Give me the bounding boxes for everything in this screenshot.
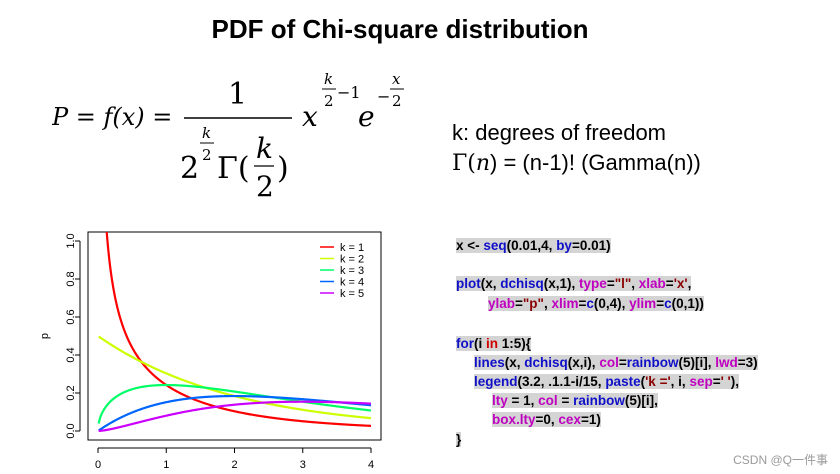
y-tick-label: 0.4 — [65, 347, 77, 362]
formula-e-exp-sign: − — [377, 87, 390, 106]
formula-den-exp-num: k — [202, 124, 211, 142]
y-tick-label: 0.2 — [65, 385, 77, 400]
chi-square-pdf-formula: P = f(x) = 1 2 k 2 Γ( k 2 ) x k 2 −1 e −… — [52, 70, 404, 203]
formula-gamma: Γ( — [217, 151, 250, 186]
formula-gamma-num: k — [256, 132, 273, 165]
formula-gamma-den: 2 — [256, 170, 274, 203]
formula-x-exp-tail: −1 — [337, 83, 361, 102]
formula-denominator-base: 2 — [180, 151, 199, 186]
formula-lhs: P = f(x) = — [52, 103, 172, 131]
series-line-k3 — [97, 383, 372, 424]
code-line-8: box.lty=0, cex=1) — [492, 412, 601, 427]
x-tick-label: 1 — [163, 459, 169, 471]
code-line-5: lines(x, dchisq(x,i), col=rainbow(5)[i],… — [474, 355, 758, 370]
x-tick-label: 0 — [95, 459, 101, 471]
formula-x-exp-den: 2 — [324, 92, 334, 110]
page-title: PDF of Chi-square distribution — [211, 14, 589, 44]
formula-e-base: e — [358, 100, 375, 133]
plot-frame — [87, 231, 382, 441]
code-line-2: plot(x, dchisq(x,1), type="l", xlab='x', — [456, 276, 692, 291]
watermark: CSDN @Q一件事 — [733, 453, 828, 467]
code-line-9: } — [456, 432, 462, 447]
y-tick-label: 0.0 — [65, 423, 77, 438]
series-line-k5 — [98, 400, 372, 433]
notes-gamma-definition: Γ(n) = (n-1)! (Gamma(n)) — [452, 148, 701, 179]
notes-degrees-of-freedom: k: degrees of freedom — [452, 120, 667, 145]
gamma-symbol: Γ( — [452, 151, 476, 176]
formula-x-base: x — [302, 100, 318, 133]
code-line-6: legend(3.2, .1.1-i/15, paste('k =', i, s… — [474, 374, 740, 389]
formula-numerator: 1 — [228, 77, 247, 112]
x-tick-label: 2 — [231, 459, 237, 471]
formula-e-exp-den: 2 — [392, 92, 402, 110]
y-tick-label: 0.6 — [65, 309, 77, 324]
formula-x-exp-num: k — [324, 70, 333, 88]
x-tick-label: 3 — [300, 459, 306, 471]
y-tick-label: 0.8 — [65, 271, 77, 286]
formula-e-exp-num: x — [392, 70, 401, 88]
chi-square-chart: 0 1 2 3 40.00.20.40.60.81.0pk = 1k = 2k = 3k… — [39, 231, 382, 471]
formula-den-exp-den: 2 — [202, 146, 212, 164]
y-tick-label: 1.0 — [65, 233, 77, 248]
legend-label-k4: k = 4 — [340, 277, 364, 289]
series-line-k1 — [105, 232, 372, 427]
code-line-1: x <- seq(0.01,4, by=0.01) — [456, 238, 611, 253]
formula-notes: k: degrees of freedom Γ(n) = (n-1)! (Gam… — [452, 118, 701, 179]
y-axis-label: p — [39, 333, 51, 339]
legend-label-k1: k = 1 — [340, 242, 364, 254]
formula-gamma-close: ) — [277, 151, 289, 186]
code-line-7: lty = 1, col = rainbow(5)[i], — [492, 393, 658, 408]
legend-label-k2: k = 2 — [340, 254, 364, 266]
legend-label-k5: k = 5 — [340, 288, 364, 300]
gamma-n: n — [475, 151, 491, 176]
code-line-4: for(i in 1:5){ — [456, 336, 532, 351]
gamma-rest: ) = (n-1)! (Gamma(n)) — [490, 150, 701, 175]
code-line-3: ylab="p", xlim=c(0,4), ylim=c(0,1)) — [488, 296, 704, 311]
x-tick-label: 4 — [368, 459, 374, 471]
legend-label-k3: k = 3 — [340, 265, 364, 277]
